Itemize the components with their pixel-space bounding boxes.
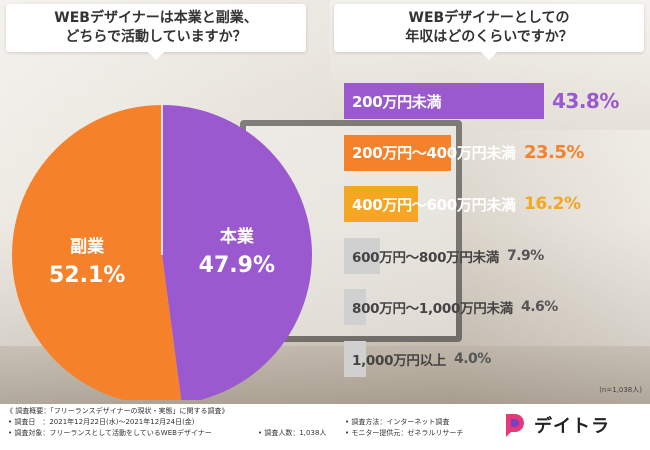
bar-fill xyxy=(344,289,366,325)
bar-value-label: 4.6% xyxy=(521,299,558,315)
sample-size-note: (n=1,038人) xyxy=(599,386,642,394)
pie-question-box: WEBデザイナーは本業と副業、 どちらで活動していますか？ xyxy=(6,4,306,60)
bar-value-label: 16.2% xyxy=(524,194,581,214)
bar-category-label: 200万円〜400万円未満 xyxy=(352,144,516,162)
pie-value-main-job: 47.9% xyxy=(199,253,275,278)
bar-value-label: 7.9% xyxy=(507,247,544,264)
pie-label-side-job: 副業 xyxy=(70,236,104,257)
bar-fill xyxy=(344,237,381,274)
bar-fill xyxy=(344,134,452,171)
bar-title-line-1: WEBデザイナーとしての xyxy=(408,10,570,26)
bar-value-label: 43.8% xyxy=(552,89,619,113)
bar-fill xyxy=(344,186,418,222)
bar-category-label: 1,000万円以上 xyxy=(352,352,447,369)
survey-method: • 調査方法：インターネット調査 xyxy=(345,418,450,426)
bar-question-box: WEBデザイナーとしての 年収はどのくらいですか？ xyxy=(334,4,644,60)
bar-value-label: 23.5% xyxy=(524,142,584,163)
bar-category-label: 800万円〜1,000万円未満 xyxy=(352,301,513,317)
pie-slice-side-job xyxy=(12,105,182,400)
survey-title: 《 調査概要：「フリーランスデザイナーの現状・実態」に関する調査》 xyxy=(6,407,229,415)
survey-date: • 調査日 ：2021年12月22日(水)〜2021年12月24日(金) xyxy=(8,418,195,426)
bar-category-label: 400万円〜600万円未満 xyxy=(352,195,516,214)
footer: 《 調査概要：「フリーランスデザイナーの現状・実態」に関する調査》 • 調査日 … xyxy=(0,404,650,450)
bar-value-label: 4.0% xyxy=(454,350,491,367)
survey-provider: • モニター提供元：ゼネラルリサーチ xyxy=(345,429,464,437)
bar-row: 400万円〜600万円未満 16.2% xyxy=(344,186,581,222)
bar-title-line-2: 年収はどのくらいですか？ xyxy=(405,29,573,45)
pie-title-line-1: WEBデザイナーは本業と副業、 xyxy=(54,10,258,26)
daytra-logo-icon xyxy=(504,412,526,438)
bar-category-label: 600万円〜800万円未満 xyxy=(352,249,499,266)
pie-value-side-job: 52.1% xyxy=(49,263,125,288)
bar-row: 200万円未満 43.8% xyxy=(344,83,619,119)
bar-row: 800万円〜1,000万円未満 4.6% xyxy=(344,289,558,325)
bar-row: 200万円〜400万円未満 23.5% xyxy=(344,134,584,171)
pie-slice-main-job xyxy=(162,105,312,400)
bar-fill xyxy=(344,340,366,377)
survey-count: • 調査人数：1,038人 xyxy=(258,429,327,437)
bar-row: 600万円〜800万円未満 7.9% xyxy=(344,237,544,274)
daytra-logo: デイトラ xyxy=(504,412,610,438)
pie-label-main-job: 本業 xyxy=(220,226,254,247)
bar-category-label: 200万円未満 xyxy=(352,92,442,111)
bar-row: 1,000万円以上 4.0% xyxy=(344,340,491,377)
pie-chart: 本業 47.9% 副業 52.1% xyxy=(12,105,312,400)
pie-title-line-2: どちらで活動していますか？ xyxy=(65,29,247,45)
daytra-logo-text: デイトラ xyxy=(534,416,610,437)
survey-target: • 調査対象：フリーランスとして活動をしているWEBデザイナー xyxy=(8,429,212,437)
bar-fill xyxy=(344,83,544,119)
